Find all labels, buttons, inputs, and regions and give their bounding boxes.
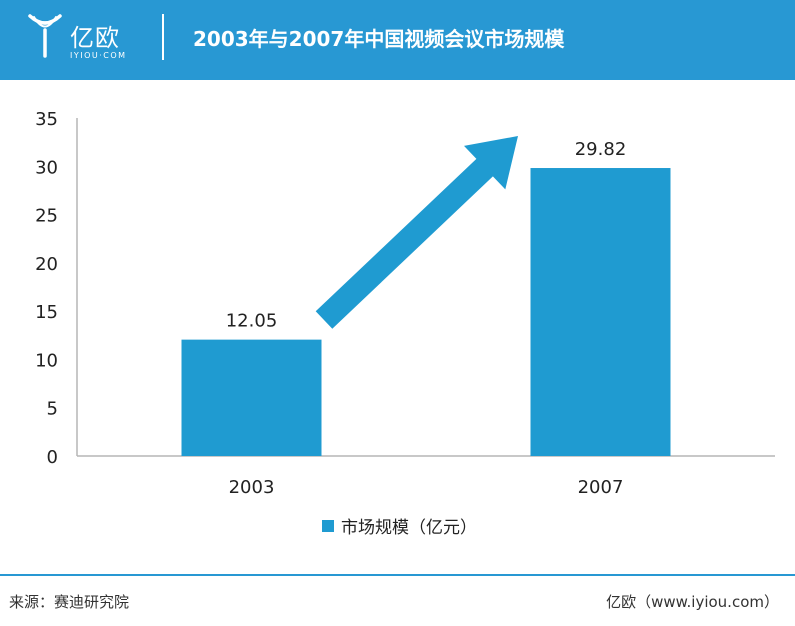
header-bar: 亿欧 IYIOU·COM 2003年与2007年中国视频会议市场规模	[0, 0, 795, 80]
iyiou-logo-icon	[28, 14, 62, 58]
data-label: 12.05	[226, 311, 278, 332]
y-tick-label: 30	[35, 157, 58, 178]
data-label: 29.82	[575, 139, 627, 160]
bar-chart: 0 5 10 15 20 25 30 35 12.05 2003 29.82 2007	[35, 109, 775, 498]
logo-text: 亿欧	[70, 24, 120, 52]
y-tick-label: 10	[35, 350, 58, 371]
header-divider	[162, 14, 164, 60]
y-tick-label: 35	[35, 109, 58, 130]
y-tick-label: 5	[47, 399, 58, 420]
x-tick-label: 2007	[578, 477, 624, 498]
source-note: 来源：赛迪研究院	[9, 593, 130, 611]
chart-legend: 市场规模（亿元）	[322, 513, 477, 538]
legend-label: 市场规模（亿元）	[341, 518, 477, 538]
y-tick-label: 15	[35, 302, 58, 323]
legend-swatch	[322, 519, 334, 532]
footer-divider	[0, 574, 795, 576]
bar	[530, 168, 671, 457]
chart-title: 2003年与2007年中国视频会议市场规模	[193, 27, 565, 51]
x-tick-label: 2003	[229, 477, 275, 498]
logo-subtext: IYIOU·COM	[70, 51, 127, 60]
site-credit: 亿欧（www.iyiou.com）	[606, 593, 779, 611]
y-tick-label: 0	[47, 447, 58, 468]
bar	[181, 339, 322, 456]
y-tick-label: 25	[35, 206, 58, 227]
growth-arrow	[315, 136, 518, 329]
y-tick-label: 20	[35, 254, 58, 275]
